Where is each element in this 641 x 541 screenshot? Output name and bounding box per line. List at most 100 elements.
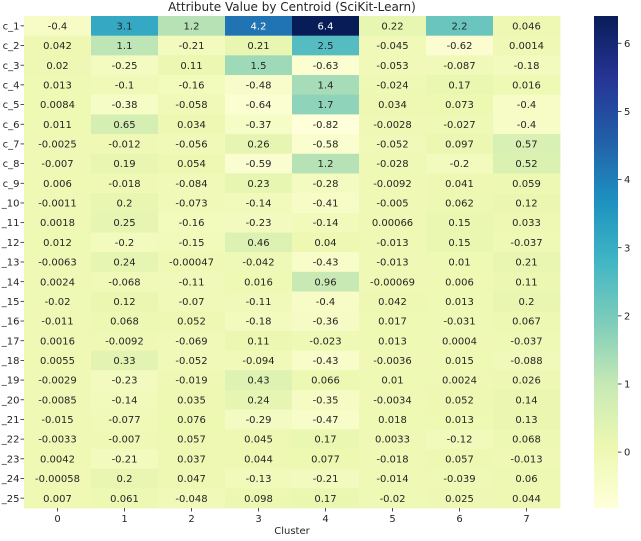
cell-value-label: 0.057 [445, 454, 474, 465]
y-tick-label: c_4 [3, 80, 20, 91]
cell-value-label: -0.12 [447, 435, 473, 446]
cell-value-label: 0.067 [512, 317, 541, 328]
heatmap-cell [292, 252, 360, 273]
heatmap-cell [158, 75, 226, 96]
heatmap-cell [426, 75, 494, 96]
cell-value-label: -0.056 [175, 140, 207, 151]
cell-value-label: -0.16 [179, 80, 205, 91]
heatmap-cell [225, 35, 293, 56]
cell-value-label: 0.96 [314, 277, 336, 288]
cell-value-label: -0.027 [443, 120, 475, 131]
heatmap-cell [158, 468, 226, 489]
cell-value-label: -0.031 [443, 317, 475, 328]
cell-value-label: -0.037 [510, 238, 542, 249]
heatmap-cell [359, 55, 427, 76]
y-tick-label: _10 [1, 199, 20, 210]
heatmap-cell [225, 193, 293, 214]
cell-value-label: -0.0025 [38, 140, 77, 151]
heatmap-cell [493, 212, 561, 233]
heatmap-cell [225, 409, 293, 430]
heatmap-cell [225, 429, 293, 450]
cell-value-label: -0.037 [510, 336, 542, 347]
heatmap-cell [292, 488, 360, 509]
heatmap-cell [91, 75, 159, 96]
heatmap-cell [292, 94, 360, 115]
cell-value-label: 0.00066 [372, 218, 413, 229]
cell-value-label: -0.007 [108, 435, 140, 446]
heatmap-cell [91, 193, 159, 214]
heatmap-cell [24, 389, 92, 410]
cell-value-label: 0.33 [113, 356, 135, 367]
cell-value-label: 0.013 [43, 80, 72, 91]
cell-value-label: 0.059 [512, 179, 541, 190]
heatmap-cell [24, 153, 92, 174]
y-tick-label: _11 [1, 218, 20, 229]
cell-value-label: -0.013 [376, 258, 408, 269]
cell-value-label: 0.12 [515, 199, 537, 210]
cell-value-label: -0.18 [246, 317, 272, 328]
heatmap-cell [426, 212, 494, 233]
heatmap-cell [158, 212, 226, 233]
cell-value-label: -0.02 [380, 494, 406, 505]
heatmap-cell [359, 134, 427, 155]
cell-value-label: 0.24 [113, 258, 135, 269]
heatmap-cell [493, 488, 561, 509]
heatmap-cell [426, 468, 494, 489]
cell-value-label: 0.22 [381, 21, 403, 32]
heatmap-cell [158, 271, 226, 292]
cell-value-label: 0.006 [445, 277, 474, 288]
heatmap-cell [426, 429, 494, 450]
heatmap-cell [225, 448, 293, 470]
cell-value-label: -0.084 [175, 179, 207, 190]
heatmap-cell [426, 370, 494, 391]
heatmap-cell [91, 448, 159, 470]
heatmap-cell [359, 193, 427, 214]
cell-value-label: 0.034 [378, 100, 407, 111]
heatmap-cell [24, 232, 92, 253]
y-tick-label: _24 [1, 474, 20, 485]
heatmap-cell [426, 94, 494, 115]
cell-value-label: 0.0024 [40, 277, 75, 288]
cell-value-label: -0.13 [246, 474, 272, 485]
heatmap-cell [158, 153, 226, 174]
heatmap-cell [493, 330, 561, 351]
heatmap-cell [91, 271, 159, 292]
cell-value-label: -0.028 [376, 159, 408, 170]
cell-value-label: 0.011 [43, 120, 72, 131]
cell-value-label: -0.007 [41, 159, 73, 170]
heatmap-cell [292, 291, 360, 312]
heatmap-cell [426, 409, 494, 430]
heatmap-cell [24, 173, 92, 194]
cell-value-label: 0.19 [113, 159, 135, 170]
cell-value-label: -0.094 [242, 356, 274, 367]
cell-value-label: 0.23 [247, 179, 269, 190]
cell-value-label: -0.0034 [373, 395, 412, 406]
heatmap-cell [24, 16, 92, 37]
cell-value-label: -0.07 [179, 297, 205, 308]
cell-value-label: 0.11 [515, 277, 537, 288]
cell-value-label: 0.041 [445, 179, 474, 190]
cell-value-label: -0.63 [313, 61, 339, 72]
heatmap-cell [91, 134, 159, 155]
x-tick-label: 3 [255, 514, 261, 525]
cell-value-label: -0.0033 [38, 435, 77, 446]
cell-value-label: 0.013 [445, 297, 474, 308]
heatmap-cell [292, 212, 360, 233]
heatmap-cell [493, 350, 561, 371]
x-tick-label: 1 [121, 514, 127, 525]
heatmap-cell [493, 370, 561, 391]
heatmap-cell [24, 429, 92, 450]
cell-value-label: 0.062 [445, 199, 474, 210]
cell-value-label: 0.0004 [442, 336, 477, 347]
heatmap-cell [426, 488, 494, 509]
heatmap-cell [24, 350, 92, 371]
heatmap-cell [426, 311, 494, 332]
heatmap-cell [292, 468, 360, 489]
cell-value-label: -0.013 [510, 454, 542, 465]
colorbar-tick-label: 1 [624, 380, 630, 391]
heatmap-cell [225, 232, 293, 253]
cell-value-label: -0.0063 [38, 258, 77, 269]
colorbar-tick-label: 2 [624, 311, 630, 322]
heatmap-cell-labels: -0.4 3.1 1.2 4.2 6.4 0.22 2.2 0.046 0.042 1.1 -0.2… [35, 21, 544, 504]
y-tick-label: _14 [1, 277, 20, 288]
